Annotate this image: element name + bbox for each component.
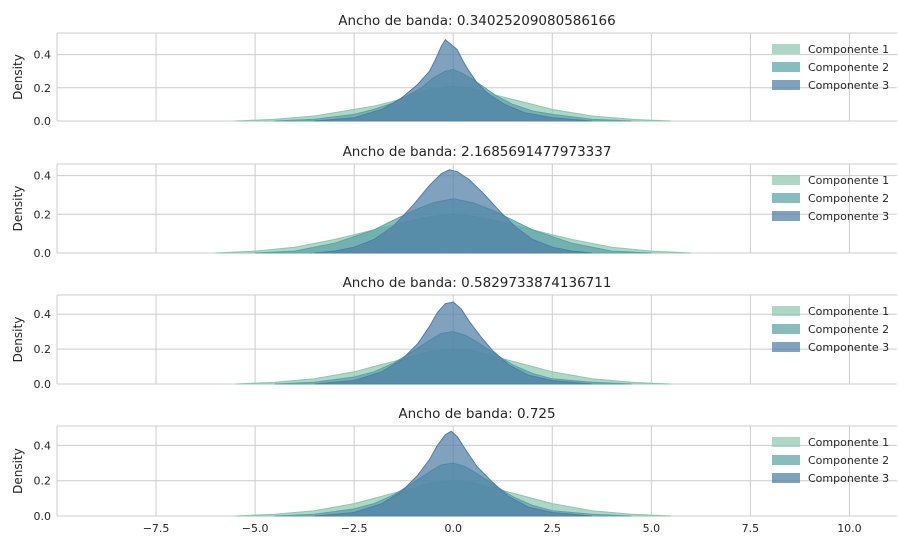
chart-title: Ancho de banda: 0.5829733874136711 (343, 275, 612, 291)
legend-swatch (772, 44, 800, 54)
legend-swatch (772, 473, 800, 483)
density-area-componente-3 (314, 169, 592, 254)
y-tick-label: 0.2 (34, 343, 52, 356)
legend-swatch (772, 175, 800, 185)
legend-label: Componente 1 (808, 43, 889, 56)
legend-swatch (772, 62, 800, 72)
x-tick-label: 10.0 (837, 522, 862, 535)
x-tick-label: 0.0 (444, 522, 462, 535)
panel-1: 0.0 0.2 0.4 Density Ancho de banda: 0.340252… (11, 13, 897, 128)
legend-swatch (772, 342, 800, 352)
y-axis-label: Density (11, 448, 25, 494)
x-tick-label: −5.0 (242, 522, 269, 535)
y-tick-label: 0.0 (34, 115, 52, 128)
x-tick-label: −2.5 (341, 522, 368, 535)
legend: Componente 1 Componente 2 Componente 3 (772, 174, 889, 223)
legend-label: Componente 2 (808, 61, 889, 74)
legend: Componente 1 Componente 2 Componente 3 (772, 43, 889, 92)
legend-swatch (772, 324, 800, 334)
x-tick-label: 7.5 (742, 522, 760, 535)
chart-title: Ancho de banda: 0.725 (398, 406, 555, 422)
density-area-componente-3 (314, 430, 592, 517)
y-tick-label: 0.2 (34, 475, 52, 488)
y-axis-label: Density (11, 317, 25, 363)
legend-swatch (772, 193, 800, 203)
y-tick-label: 0.0 (34, 510, 52, 523)
legend-label: Componente 3 (808, 210, 889, 223)
legend-label: Componente 3 (808, 341, 889, 354)
legend-swatch (772, 437, 800, 447)
y-axis-label: Density (11, 186, 25, 232)
legend-label: Componente 3 (808, 472, 889, 485)
panel-2: 0.0 0.2 0.4 Density Ancho de banda: 2.168569… (11, 144, 897, 260)
legend-label: Componente 3 (808, 79, 889, 92)
legend-label: Componente 2 (808, 192, 889, 205)
legend-label: Componente 1 (808, 174, 889, 187)
legend: Componente 1 Componente 2 Componente 3 (772, 305, 889, 354)
chart-title: Ancho de banda: 2.1685691477973337 (343, 144, 612, 160)
density-area-componente-3 (314, 38, 592, 122)
legend-label: Componente 1 (808, 436, 889, 449)
panel-3: 0.0 0.2 0.4 Density Ancho de banda: 0.582973… (11, 275, 897, 391)
y-axis-label: Density (11, 54, 25, 100)
panel-4: 0.0 0.2 0.4 −7.5 −5.0 −2.5 0.0 2.5 5.0 7.5 10.0 Den… (11, 406, 897, 535)
legend-swatch (772, 306, 800, 316)
chart-title: Ancho de banda: 0.34025209080586166 (338, 13, 615, 29)
legend-label: Componente 2 (808, 454, 889, 467)
y-tick-label: 0.2 (34, 82, 52, 95)
density-area-componente-3 (314, 301, 592, 385)
legend-swatch (772, 455, 800, 465)
y-tick-label: 0.0 (34, 378, 52, 391)
y-tick-label: 0.2 (34, 208, 52, 221)
y-tick-label: 0.4 (34, 439, 52, 452)
y-tick-label: 0.4 (34, 49, 52, 62)
legend-label: Componente 2 (808, 323, 889, 336)
y-tick-label: 0.4 (34, 170, 52, 183)
legend-label: Componente 1 (808, 305, 889, 318)
legend-swatch (772, 80, 800, 90)
legend-swatch (772, 211, 800, 221)
x-tick-label: −7.5 (143, 522, 170, 535)
x-tick-label: 5.0 (643, 522, 661, 535)
y-tick-label: 0.4 (34, 308, 52, 321)
y-tick-label: 0.0 (34, 247, 52, 260)
x-tick-label: 2.5 (544, 522, 562, 535)
legend: Componente 1 Componente 2 Componente 3 (772, 436, 889, 485)
